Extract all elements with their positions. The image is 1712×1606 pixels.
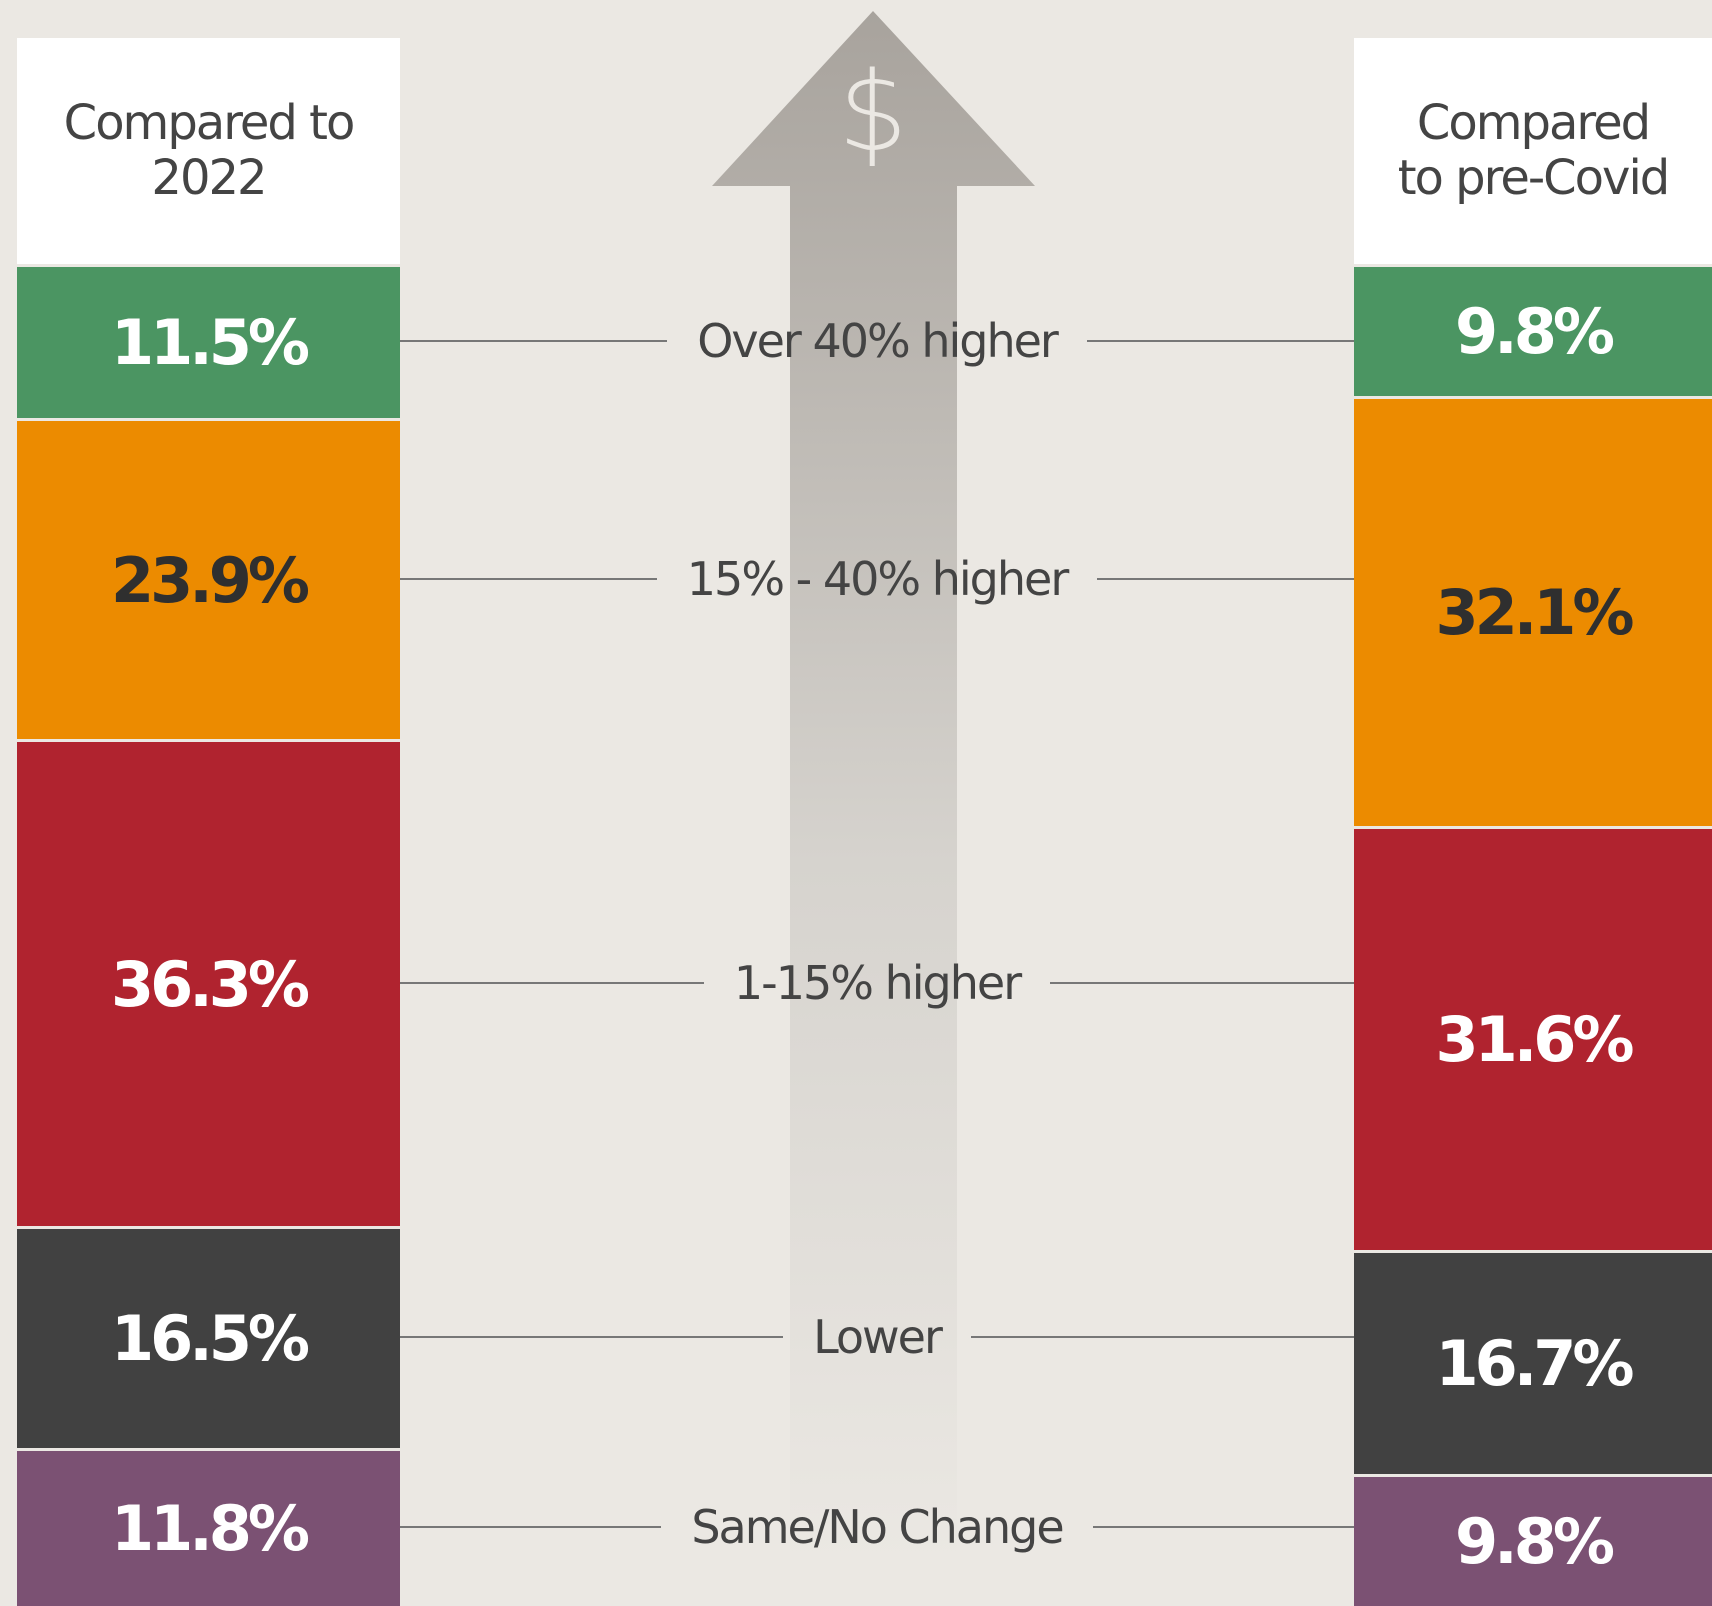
value-label: 11.8% (110, 1491, 310, 1565)
category-label-row: Lower (400, 1310, 1354, 1364)
value-label: 23.9% (110, 543, 310, 617)
connector-line (400, 577, 657, 580)
value-label: 31.6% (1435, 1003, 1634, 1077)
segment: 23.9% (17, 418, 400, 740)
category-label: 15% - 40% higher (686, 551, 1069, 606)
segment: 36.3% (17, 739, 400, 1227)
category-label: 1-15% higher (733, 955, 1022, 1010)
connector-line (400, 1525, 662, 1528)
value-label: 9.8% (1455, 294, 1615, 368)
category-label-row: 1-15% higher (400, 955, 1355, 1010)
svg-text:$: $ (838, 48, 908, 176)
connector-line (1086, 340, 1355, 343)
column-header: Compared to 2022 (17, 38, 400, 264)
connector-line (400, 1335, 784, 1338)
segment: 16.7% (1354, 1250, 1712, 1475)
value-label: 32.1% (1435, 575, 1634, 649)
category-label-row: Over 40% higher (400, 314, 1355, 369)
segment: 9.8% (1354, 264, 1712, 396)
segment: 32.1% (1354, 395, 1712, 827)
segment: 31.6% (1354, 826, 1712, 1251)
connector-line (1050, 981, 1355, 984)
value-label: 9.8% (1455, 1505, 1615, 1579)
value-label: 16.7% (1435, 1327, 1634, 1401)
column: Compared to 2022 11.5% 23.9% 36.3% 16.5% 11.… (17, 38, 400, 1606)
connector-line (1097, 577, 1355, 580)
segment: 11.8% (17, 1447, 400, 1606)
column: Compared to pre-Covid 9.8% 32.1% 31.6% 16.7… (1354, 38, 1712, 1606)
segment: 16.5% (17, 1226, 400, 1448)
segment: 11.5% (17, 264, 400, 419)
value-label: 11.5% (110, 306, 310, 380)
value-label: 16.5% (110, 1301, 310, 1375)
category-label-row: 15% - 40% higher (400, 551, 1355, 606)
connector-line (400, 981, 704, 984)
category-label-row: Same/No Change (400, 1499, 1355, 1554)
connector-line (1092, 1525, 1355, 1528)
category-label: Over 40% higher (697, 314, 1059, 369)
category-label: Lower (813, 1309, 943, 1364)
column-header: Compared to pre-Covid (1354, 38, 1712, 264)
value-label: 36.3% (110, 947, 310, 1021)
category-label: Same/No Change (691, 1499, 1064, 1554)
segment: 9.8% (1354, 1474, 1712, 1606)
connector-line (970, 1335, 1354, 1338)
connector-line (400, 340, 668, 343)
